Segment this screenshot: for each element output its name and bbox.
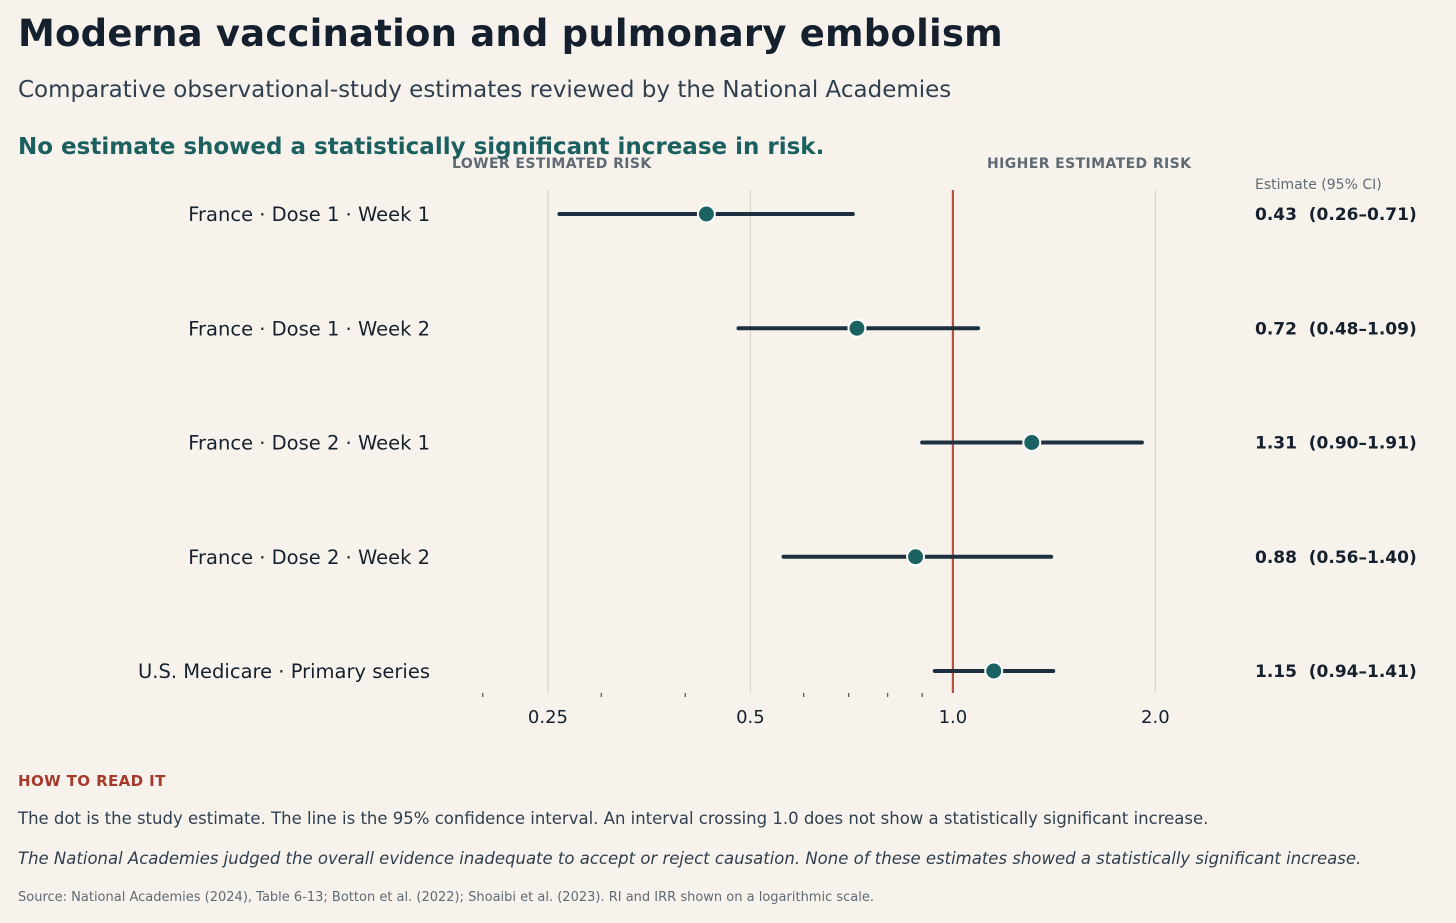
estimate-column-header: Estimate (95% CI) [1255,177,1382,193]
evidence-note: The National Academies judged the overal… [18,849,1362,868]
forest-row: France · Dose 2 · Week 1 1.31 (0.90–1.91) [188,432,1417,455]
minor-ticks [482,693,923,697]
estimate-value: 0.43 (0.26–0.71) [1255,205,1417,225]
row-label: U.S. Medicare · Primary series [138,660,430,683]
how-to-read-title: HOW TO READ IT [18,772,166,790]
estimate-value: 1.31 (0.90–1.91) [1255,434,1417,454]
row-label: France · Dose 1 · Week 1 [188,203,430,226]
x-tick-label: 0.5 [736,707,765,728]
point-estimate [847,318,867,338]
forest-row: U.S. Medicare · Primary series 1.15 (0.94… [138,660,1417,683]
x-tick-label: 1.0 [939,707,968,728]
estimate-value: 0.88 (0.56–1.40) [1255,548,1417,568]
direction-label-higher: HIGHER ESTIMATED RISK [987,156,1192,172]
estimate-value: 0.72 (0.48–1.09) [1255,319,1417,339]
forest-rows: France · Dose 1 · Week 1 0.43 (0.26–0.71)… [138,203,1417,683]
takeaway-headline: No estimate showed a statistically signi… [18,134,825,160]
x-tick-label: 0.25 [528,707,568,728]
estimate-value: 1.15 (0.94–1.41) [1255,662,1417,682]
source-note: Source: National Academies (2024), Table… [18,890,874,905]
x-tick-label: 2.0 [1141,707,1170,728]
forest-row: France · Dose 2 · Week 2 0.88 (0.56–1.40) [188,546,1417,569]
point-estimate [906,547,926,567]
direction-label-lower: LOWER ESTIMATED RISK [452,156,652,172]
chart-subtitle: Comparative observational-study estimate… [18,77,952,103]
row-label: France · Dose 2 · Week 1 [188,432,430,455]
forest-row: France · Dose 1 · Week 2 0.72 (0.48–1.09) [188,317,1417,340]
chart-title: Moderna vaccination and pulmonary emboli… [18,12,1003,55]
point-estimate [984,661,1004,681]
forest-plot: LOWER ESTIMATED RISK HIGHER ESTIMATED RI… [138,156,1417,728]
gridlines [547,190,1156,693]
point-estimate [696,204,716,224]
point-estimate [1022,433,1042,452]
forest-row: France · Dose 1 · Week 1 0.43 (0.26–0.71) [188,203,1417,226]
row-label: France · Dose 1 · Week 2 [188,317,430,340]
x-tick-labels: 0.25 0.5 1.0 2.0 [528,707,1170,728]
row-label: France · Dose 2 · Week 2 [188,546,430,569]
how-to-read-text: The dot is the study estimate. The line … [18,809,1209,828]
